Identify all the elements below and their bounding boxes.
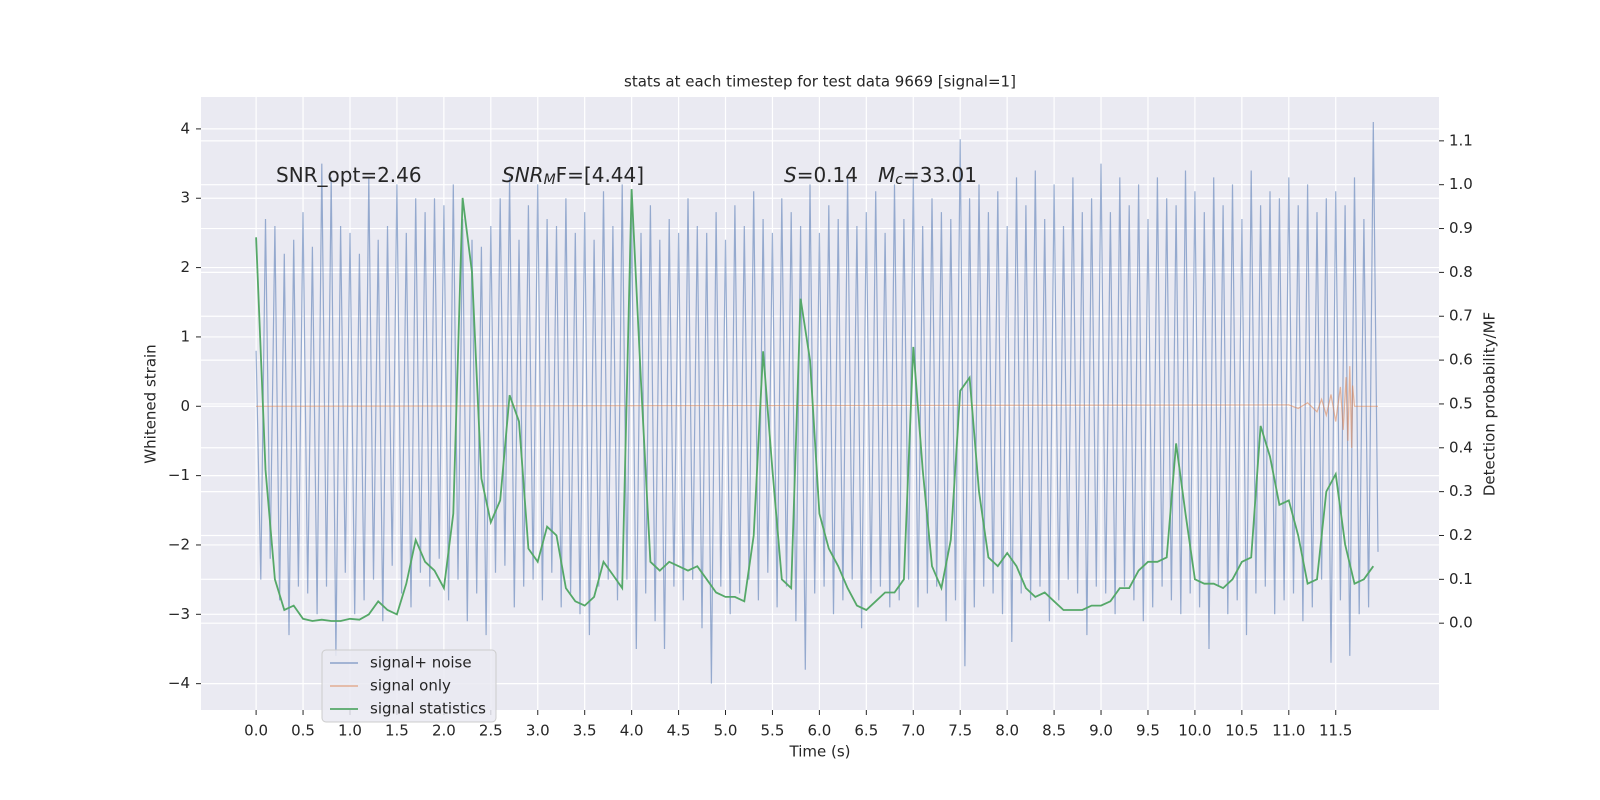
legend-label: signal statistics bbox=[370, 700, 486, 718]
y-tick-label: −3 bbox=[168, 605, 190, 623]
y2-tick-label: 0.4 bbox=[1449, 438, 1473, 456]
x-tick-label: 3.0 bbox=[526, 722, 550, 740]
x-tick-label: 11.5 bbox=[1319, 722, 1352, 740]
y-tick-label: −1 bbox=[168, 466, 190, 484]
annotation: S=0.14 bbox=[784, 163, 858, 187]
x-tick-label: 0.5 bbox=[291, 722, 315, 740]
x-tick-label: 9.5 bbox=[1136, 722, 1160, 740]
x-tick-label: 10.0 bbox=[1178, 722, 1211, 740]
y2-tick-label: 0.7 bbox=[1449, 307, 1473, 325]
y-tick-label: 4 bbox=[180, 119, 190, 137]
y2-tick-label: 0.5 bbox=[1449, 394, 1473, 412]
series-line bbox=[255, 189, 1375, 622]
x-tick-label: 0.0 bbox=[244, 722, 268, 740]
x-tick-label: 10.5 bbox=[1225, 722, 1258, 740]
annotation: Mc=33.01 bbox=[878, 163, 977, 189]
y-tick-label: 3 bbox=[180, 189, 190, 207]
annotation-part: M bbox=[878, 163, 895, 187]
y2-tick-label: 0.1 bbox=[1449, 570, 1473, 588]
annotation-part: F=[4.44] bbox=[556, 163, 644, 187]
annotation-part: SNR_opt=2.46 bbox=[276, 163, 422, 187]
annotation-part: M bbox=[544, 172, 556, 188]
legend-label: signal+ noise bbox=[370, 654, 472, 672]
y2-tick-label: 0.3 bbox=[1449, 482, 1473, 500]
y-tick-label: −4 bbox=[168, 674, 190, 692]
x-tick-label: 2.5 bbox=[479, 722, 503, 740]
x-tick-label: 7.5 bbox=[948, 722, 972, 740]
y-tick-label: −2 bbox=[168, 535, 190, 553]
y2-tick-label: 0.8 bbox=[1449, 263, 1473, 281]
x-tick-label: 8.5 bbox=[1042, 722, 1066, 740]
y2-tick-label: 0.2 bbox=[1449, 526, 1473, 544]
legend-label: signal only bbox=[370, 677, 451, 695]
x-tick-label: 1.0 bbox=[338, 722, 362, 740]
x-tick-label: 5.5 bbox=[761, 722, 785, 740]
x-tick-label: 9.0 bbox=[1089, 722, 1113, 740]
annotation-part: SNR bbox=[502, 163, 544, 187]
annotation: SNRMF=[4.44] bbox=[502, 163, 644, 189]
y-axis-label: Whitened strain bbox=[142, 344, 160, 463]
annotation-part: c bbox=[895, 172, 903, 188]
series-line bbox=[255, 121, 1379, 684]
y2-tick-label: 1.0 bbox=[1449, 175, 1473, 193]
y2-tick-label: 1.1 bbox=[1449, 131, 1473, 149]
y-tick-label: 0 bbox=[180, 397, 190, 415]
y2-tick-label: 0.9 bbox=[1449, 219, 1473, 237]
y2-tick-label: 0.6 bbox=[1449, 351, 1473, 369]
x-tick-label: 6.0 bbox=[807, 722, 831, 740]
chart-title: stats at each timestep for test data 966… bbox=[624, 73, 1016, 91]
x-tick-label: 5.0 bbox=[714, 722, 738, 740]
x-axis-label: Time (s) bbox=[789, 743, 851, 761]
x-tick-label: 6.5 bbox=[854, 722, 878, 740]
x-tick-label: 8.0 bbox=[995, 722, 1019, 740]
x-tick-label: 2.0 bbox=[432, 722, 456, 740]
annotation-part: =33.01 bbox=[903, 163, 977, 187]
x-tick-label: 4.5 bbox=[667, 722, 691, 740]
x-tick-label: 7.0 bbox=[901, 722, 925, 740]
annotation: SNR_opt=2.46 bbox=[276, 163, 422, 187]
x-tick-label: 11.0 bbox=[1272, 722, 1305, 740]
y-tick-label: 2 bbox=[180, 258, 190, 276]
annotation-part: =0.14 bbox=[797, 163, 858, 187]
y2-tick-label: 0.0 bbox=[1449, 614, 1473, 632]
x-tick-label: 4.0 bbox=[620, 722, 644, 740]
y2-axis-label: Detection probability/MF bbox=[1481, 312, 1499, 496]
series-line bbox=[256, 366, 1378, 448]
legend-box bbox=[321, 649, 497, 723]
annotation-part: S bbox=[784, 163, 797, 187]
x-tick-label: 1.5 bbox=[385, 722, 409, 740]
x-tick-label: 3.5 bbox=[573, 722, 597, 740]
y-tick-label: 1 bbox=[180, 327, 190, 345]
